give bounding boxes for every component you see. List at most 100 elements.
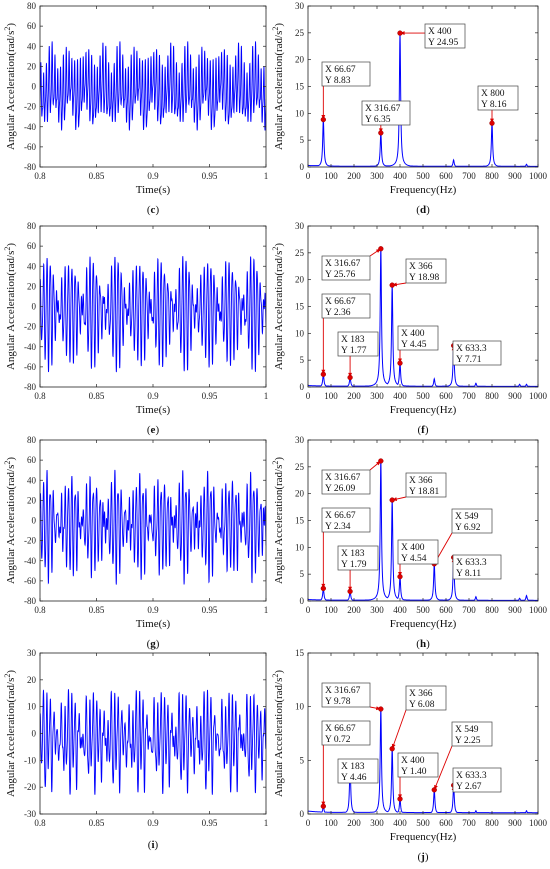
y-tick-label: -80 [24, 596, 36, 606]
annotation-box [451, 508, 493, 534]
annotation-y: Y 18.81 [409, 487, 440, 497]
y-tick-label: -20 [24, 322, 36, 332]
peak-marker [489, 120, 495, 126]
annotation-box [405, 258, 447, 284]
y-axis-label: Angular Acceleration(rad/s2) [3, 457, 17, 584]
x-tick-label: 400 [393, 391, 407, 401]
panel-c: 0.8 0.85 0.9 0.95 1 -80 -60 -40 -20 0 20 40 60 80 Time… [3, 1, 268, 216]
x-tick-label: 500 [416, 391, 430, 401]
annotation-y: Y 1.40 [401, 767, 427, 777]
y-tick-label: 40 [27, 41, 37, 51]
peak-marker [397, 796, 403, 802]
peak-marker [320, 371, 326, 377]
y-tick-label: -10 [24, 755, 36, 765]
panel-e: 0.8 0.85 0.9 0.95 1 -80 -60 -40 -20 0 20 40 60 80 Time… [3, 221, 268, 436]
y-tick-label: -60 [24, 142, 36, 152]
panel-label: (i) [148, 839, 159, 851]
annotation-y: Y 0.72 [325, 735, 351, 745]
y-tick-label: 0 [300, 809, 305, 819]
x-tick-label: 0.9 [147, 605, 159, 615]
peak-marker [320, 803, 326, 809]
x-tick-label: 800 [485, 391, 499, 401]
annotation-x: X 66.67 [325, 724, 356, 734]
annotation-x: X 183 [341, 762, 365, 772]
x-axis-label: Time(s) [136, 404, 171, 416]
panel-label: (e) [147, 424, 160, 436]
x-axis-label: Frequency(Hz) [390, 618, 457, 630]
annotation-box [424, 23, 466, 49]
x-tick-label: 1 [264, 605, 269, 615]
panel-j: 0 100 200 300 400 500 600 700 800 900 1000 0 5 10 15 Fr… [271, 648, 548, 863]
x-tick-label: 1 [264, 818, 269, 828]
y-tick-label: 30 [295, 1, 305, 11]
annotation-x: X 633.3 [456, 771, 487, 781]
x-tick-label: 600 [439, 818, 453, 828]
y-tick-label: 40 [27, 261, 37, 271]
y-tick-label: 10 [295, 108, 305, 118]
x-tick-label: 1000 [529, 605, 548, 615]
x-tick-label: 700 [462, 605, 476, 615]
annotation-x: X 316.67 [325, 473, 361, 483]
x-tick-label: 300 [370, 605, 384, 615]
x-tick-label: 1000 [529, 171, 548, 181]
y-tick-label: -20 [24, 782, 36, 792]
annotation-x: X 66.67 [325, 65, 356, 75]
annotation-box [321, 293, 371, 319]
peak-marker [431, 787, 437, 793]
x-tick-label: 0 [306, 818, 311, 828]
panel-label: (d) [416, 204, 430, 216]
x-tick-label: 700 [462, 171, 476, 181]
annotation-y: Y 8.16 [481, 100, 507, 110]
annotation-x: X 400 [401, 329, 425, 339]
x-tick-label: 200 [347, 818, 361, 828]
annotation-box [405, 685, 447, 711]
x-tick-label: 1000 [529, 818, 548, 828]
y-tick-label: -40 [24, 122, 36, 132]
annotation-x: X 366 [409, 689, 433, 699]
y-tick-label: 60 [27, 241, 37, 251]
y-tick-label: -80 [24, 162, 36, 172]
annotation-x: X 183 [341, 549, 365, 559]
annotation-x: X 633.3 [456, 344, 487, 354]
annotation-x: X 400 [428, 27, 452, 37]
y-tick-label: 30 [295, 221, 305, 231]
annotation-x: X 800 [481, 89, 505, 99]
annotation-y: Y 1.77 [341, 346, 367, 356]
annotation-x: X 549 [455, 725, 479, 735]
y-tick-label: 10 [295, 542, 305, 552]
x-tick-label: 400 [393, 171, 407, 181]
annotation-y: Y 4.54 [401, 554, 427, 564]
x-tick-label: 300 [370, 171, 384, 181]
annotation-y: Y 7.71 [456, 355, 482, 365]
y-tick-label: 0 [300, 382, 305, 392]
y-tick-label: 40 [27, 475, 37, 485]
y-tick-label: 15 [295, 516, 305, 526]
panel-label: (h) [416, 638, 430, 650]
annotation-arrow [391, 709, 407, 749]
x-tick-label: 0.8 [34, 605, 46, 615]
annotation-y: Y 1.79 [341, 560, 367, 570]
annotation-box [321, 469, 371, 495]
panel-label: (j) [417, 851, 428, 863]
x-axis-label: Frequency(Hz) [390, 184, 457, 196]
y-tick-label: 10 [295, 702, 305, 712]
y-tick-label: 15 [295, 82, 305, 92]
annotation-y: Y 9.78 [325, 697, 351, 707]
peak-marker [389, 746, 395, 752]
annotation-y: Y 26.09 [325, 484, 356, 494]
annotation-y: Y 2.67 [456, 782, 482, 792]
peak-marker [378, 458, 384, 464]
x-tick-label: 0.9 [147, 391, 159, 401]
x-tick-label: 1 [264, 391, 269, 401]
y-tick-label: -60 [24, 362, 36, 372]
x-tick-label: 100 [324, 171, 338, 181]
y-tick-label: 5 [300, 355, 305, 365]
annotation-y: Y 8.11 [456, 569, 481, 579]
peak-marker [378, 130, 384, 136]
panel-label: (f) [417, 424, 428, 436]
x-tick-label: 300 [370, 391, 384, 401]
peak-marker [347, 588, 353, 595]
x-tick-label: 0.8 [34, 171, 46, 181]
x-tick-label: 0.95 [202, 391, 218, 401]
x-tick-label: 0.95 [202, 818, 218, 828]
